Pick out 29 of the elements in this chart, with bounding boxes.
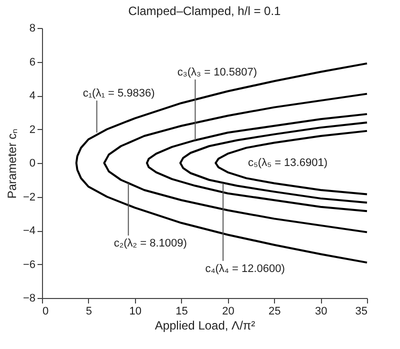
y-tick-label: 8 <box>29 22 36 34</box>
annotation: c₁(λ₁ = 5.9836) <box>82 88 155 100</box>
y-tick-label: 0 <box>29 158 36 170</box>
annotation: c₅(λ₅ = 13.6901) <box>248 157 328 169</box>
y-tick-label: 6 <box>29 56 36 68</box>
y-tick-label: −4 <box>22 225 36 237</box>
chart-title: Clamped–Clamped, h/l = 0.1 <box>128 4 282 18</box>
y-tick-label: −8 <box>22 292 36 304</box>
annotation: c₂(λ₂ = 8.1009) <box>114 238 187 250</box>
x-tick-label: 20 <box>222 306 234 318</box>
annotation: c₄(λ₄ = 12.0600) <box>205 262 285 275</box>
annotation: c₃(λ₃ = 10.5807) <box>177 66 258 78</box>
x-tick-label: 10 <box>129 306 142 318</box>
x-tick-label: 25 <box>268 306 281 318</box>
x-tick-label: 30 <box>314 306 328 318</box>
line-series <box>75 62 368 264</box>
y-axis-title: Parameter cₙ <box>4 128 19 199</box>
x-tick-label: 35 <box>355 306 368 318</box>
x-tick-label: 15 <box>176 306 188 318</box>
line-series <box>146 113 368 212</box>
y-tick-label: −2 <box>22 191 36 204</box>
line-series <box>214 130 368 196</box>
y-tick-label: 2 <box>29 124 36 136</box>
y-tick-label: −6 <box>22 258 36 271</box>
line-series <box>179 122 368 204</box>
x-tick-label: 0 <box>42 306 49 318</box>
x-axis-title: Applied Load, Λ/π² <box>154 318 256 332</box>
y-tick-label: 4 <box>29 90 36 102</box>
x-tick-label: 5 <box>86 306 92 318</box>
